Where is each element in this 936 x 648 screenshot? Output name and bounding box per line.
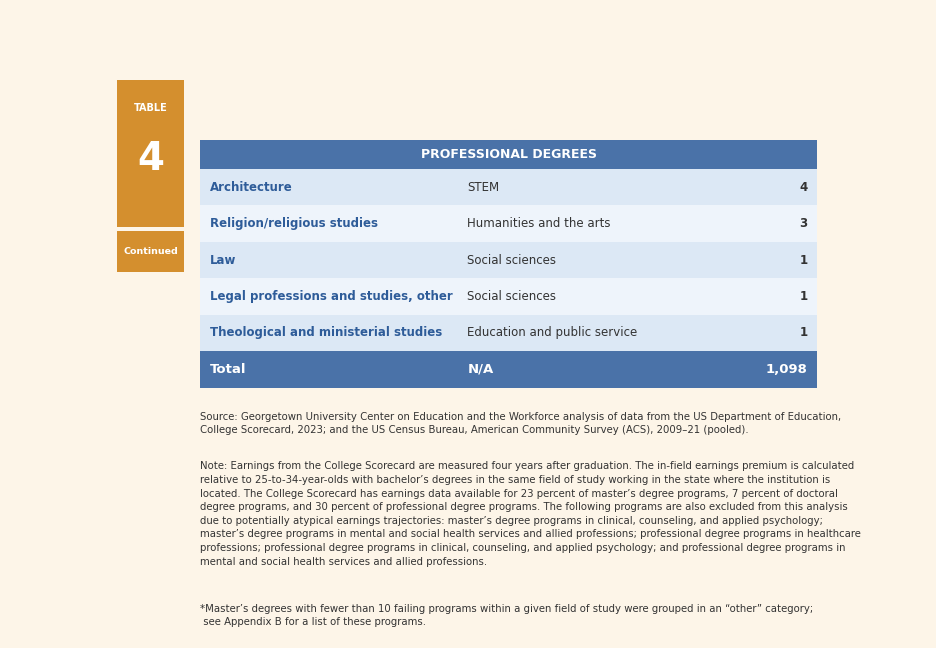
Text: Legal professions and studies, other: Legal professions and studies, other bbox=[210, 290, 453, 303]
FancyBboxPatch shape bbox=[200, 315, 817, 351]
FancyBboxPatch shape bbox=[200, 169, 817, 205]
Text: TABLE: TABLE bbox=[134, 102, 168, 113]
Text: 1: 1 bbox=[799, 327, 808, 340]
FancyBboxPatch shape bbox=[200, 351, 817, 388]
Text: Education and public service: Education and public service bbox=[467, 327, 637, 340]
FancyBboxPatch shape bbox=[200, 242, 817, 279]
Text: 3: 3 bbox=[799, 217, 808, 230]
Text: PROFESSIONAL DEGREES: PROFESSIONAL DEGREES bbox=[420, 148, 597, 161]
Text: Total: Total bbox=[210, 363, 246, 376]
Text: *Master’s degrees with fewer than 10 failing programs within a given field of st: *Master’s degrees with fewer than 10 fai… bbox=[200, 604, 813, 627]
Text: Social sciences: Social sciences bbox=[467, 290, 556, 303]
FancyBboxPatch shape bbox=[117, 231, 184, 272]
Text: Religion/religious studies: Religion/religious studies bbox=[210, 217, 378, 230]
Text: Source: Georgetown University Center on Education and the Workforce analysis of : Source: Georgetown University Center on … bbox=[200, 411, 841, 435]
Text: Architecture: Architecture bbox=[210, 181, 293, 194]
Text: 1,098: 1,098 bbox=[766, 363, 808, 376]
FancyBboxPatch shape bbox=[200, 279, 817, 315]
FancyBboxPatch shape bbox=[200, 205, 817, 242]
Text: STEM: STEM bbox=[467, 181, 500, 194]
Text: Humanities and the arts: Humanities and the arts bbox=[467, 217, 611, 230]
Text: 1: 1 bbox=[799, 290, 808, 303]
Text: N/A: N/A bbox=[467, 363, 493, 376]
Text: Law: Law bbox=[210, 253, 236, 266]
Text: Social sciences: Social sciences bbox=[467, 253, 556, 266]
Text: Continued: Continued bbox=[124, 248, 178, 257]
FancyBboxPatch shape bbox=[117, 80, 184, 227]
Text: 1: 1 bbox=[799, 253, 808, 266]
Text: 4: 4 bbox=[799, 181, 808, 194]
Text: Note: Earnings from the College Scorecard are measured four years after graduati: Note: Earnings from the College Scorecar… bbox=[200, 461, 861, 566]
Text: Theological and ministerial studies: Theological and ministerial studies bbox=[210, 327, 442, 340]
FancyBboxPatch shape bbox=[200, 140, 817, 169]
Text: 4: 4 bbox=[138, 140, 164, 178]
